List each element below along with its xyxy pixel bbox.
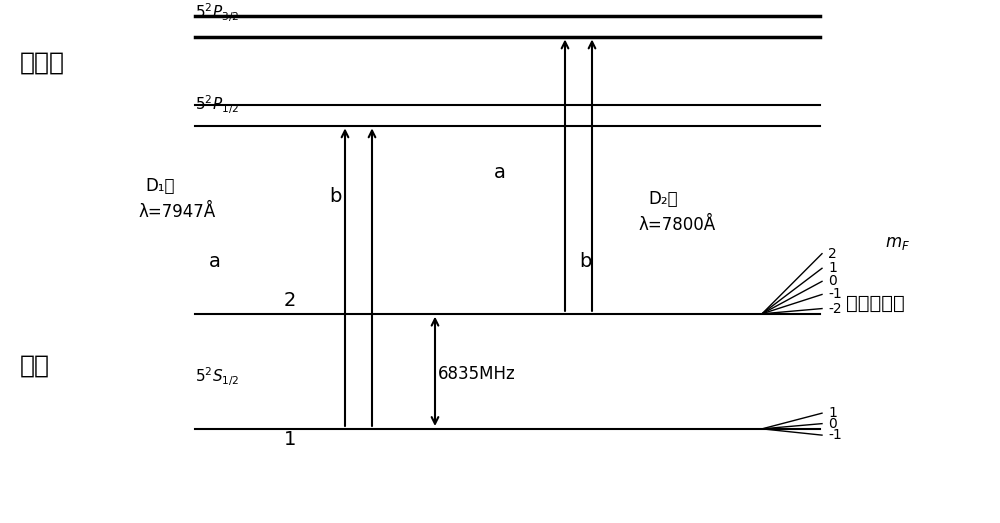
Text: λ=7947Å: λ=7947Å	[138, 203, 215, 221]
Text: λ=7800Å: λ=7800Å	[638, 216, 715, 234]
Text: 基态: 基态	[20, 354, 50, 378]
Text: -2: -2	[828, 302, 842, 315]
Text: 1: 1	[828, 406, 837, 420]
Text: b: b	[329, 187, 341, 206]
Text: a: a	[209, 252, 221, 271]
Text: $m_F$: $m_F$	[885, 234, 910, 252]
Text: 2: 2	[828, 247, 837, 260]
Text: 1: 1	[828, 262, 837, 275]
Text: -1: -1	[828, 428, 842, 442]
Text: 0: 0	[828, 275, 837, 288]
Text: $5^2S_{1/2}$: $5^2S_{1/2}$	[195, 365, 239, 388]
Text: $5^2P_{3/2}$: $5^2P_{3/2}$	[195, 2, 239, 25]
Text: 1: 1	[284, 430, 296, 449]
Text: a: a	[494, 163, 506, 182]
Text: 0: 0	[828, 417, 837, 430]
Text: 激发态: 激发态	[20, 51, 65, 75]
Text: D₁线: D₁线	[145, 177, 175, 195]
Text: b: b	[579, 252, 591, 271]
Text: -1: -1	[828, 288, 842, 301]
Text: 2: 2	[284, 291, 296, 310]
Text: $5^2P_{1/2}$: $5^2P_{1/2}$	[195, 93, 239, 116]
Text: D₂线: D₂线	[648, 190, 678, 208]
Text: 6835MHz: 6835MHz	[438, 365, 516, 383]
Text: 超精细结构: 超精细结构	[846, 294, 904, 313]
